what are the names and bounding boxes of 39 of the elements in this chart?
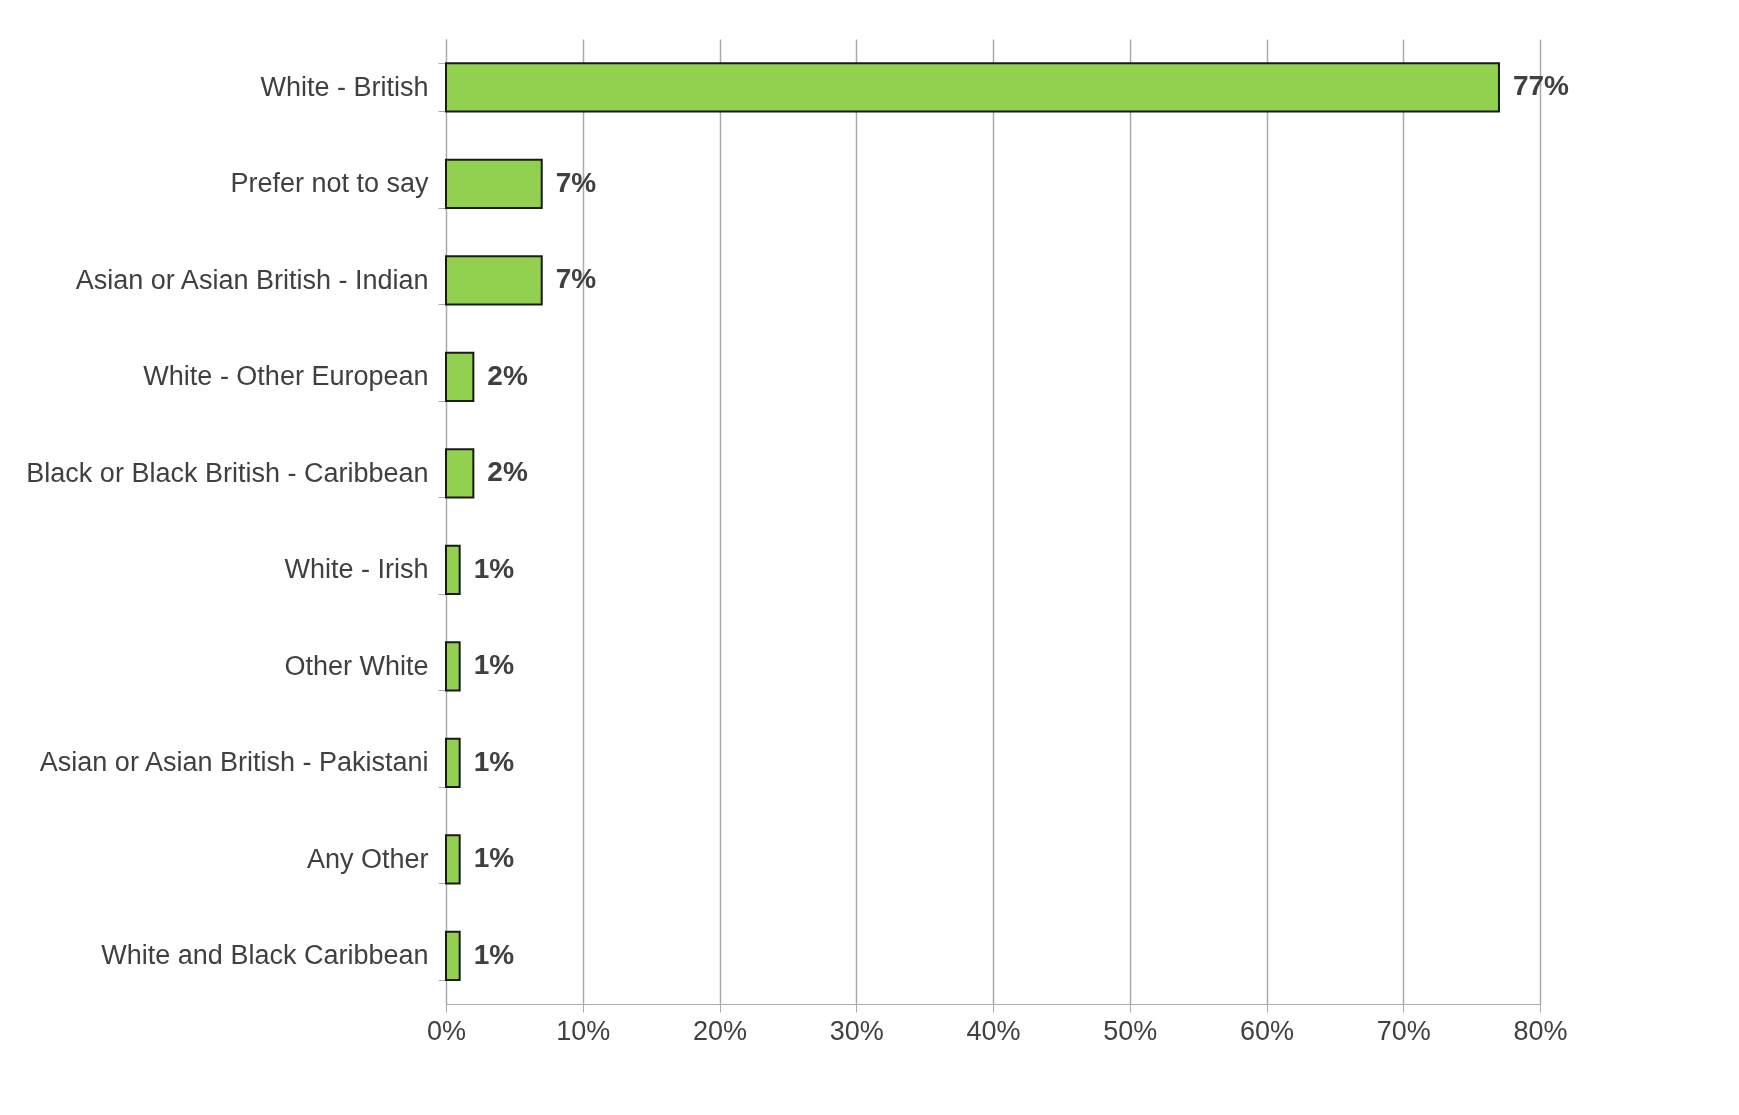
y-tick-label: Any Other <box>306 843 429 874</box>
bar <box>445 737 461 788</box>
data-label: 7% <box>555 166 597 198</box>
data-label: 2% <box>487 456 528 488</box>
x-tick-label: 30% <box>829 1015 884 1046</box>
x-tick-label: 60% <box>1239 1015 1295 1046</box>
bar <box>445 351 475 402</box>
data-label: 2% <box>487 359 528 391</box>
y-tick-label: Black or Black British - Caribbean <box>26 457 429 488</box>
data-label: 1% <box>473 842 515 874</box>
x-tick-label: 20% <box>692 1015 748 1046</box>
data-label: 1% <box>473 552 515 584</box>
data-label: 7% <box>555 263 597 295</box>
data-label: 1% <box>473 649 515 681</box>
y-tick-label: Other White <box>284 650 429 681</box>
bar <box>445 544 461 595</box>
x-tick-label: 50% <box>1103 1015 1158 1046</box>
bar <box>445 255 543 306</box>
x-tick-label: 40% <box>966 1015 1021 1046</box>
x-tick-label: 80% <box>1513 1015 1568 1046</box>
x-tick-label: 10% <box>556 1015 611 1046</box>
bar <box>445 930 461 981</box>
bar <box>445 834 461 885</box>
y-tick-label: White - British <box>260 71 429 102</box>
data-label: 77% <box>1512 70 1570 102</box>
x-tick-label: 0% <box>426 1015 467 1046</box>
bar <box>445 62 1500 113</box>
x-tick-label: 70% <box>1376 1015 1431 1046</box>
bar <box>445 448 475 499</box>
data-label: 1% <box>473 938 515 970</box>
y-tick-label: White - Other European <box>143 361 429 392</box>
y-tick-label: White and Black Caribbean <box>101 940 429 971</box>
data-label: 1% <box>473 745 515 777</box>
y-tick-label: Asian or Asian British - Indian <box>75 264 429 295</box>
y-tick-label: White - Irish <box>284 554 429 585</box>
bar <box>445 158 543 209</box>
bar <box>445 641 461 692</box>
y-tick-label: Asian or Asian British - Pakistani <box>39 747 429 778</box>
y-tick-label: Prefer not to say <box>230 168 429 199</box>
